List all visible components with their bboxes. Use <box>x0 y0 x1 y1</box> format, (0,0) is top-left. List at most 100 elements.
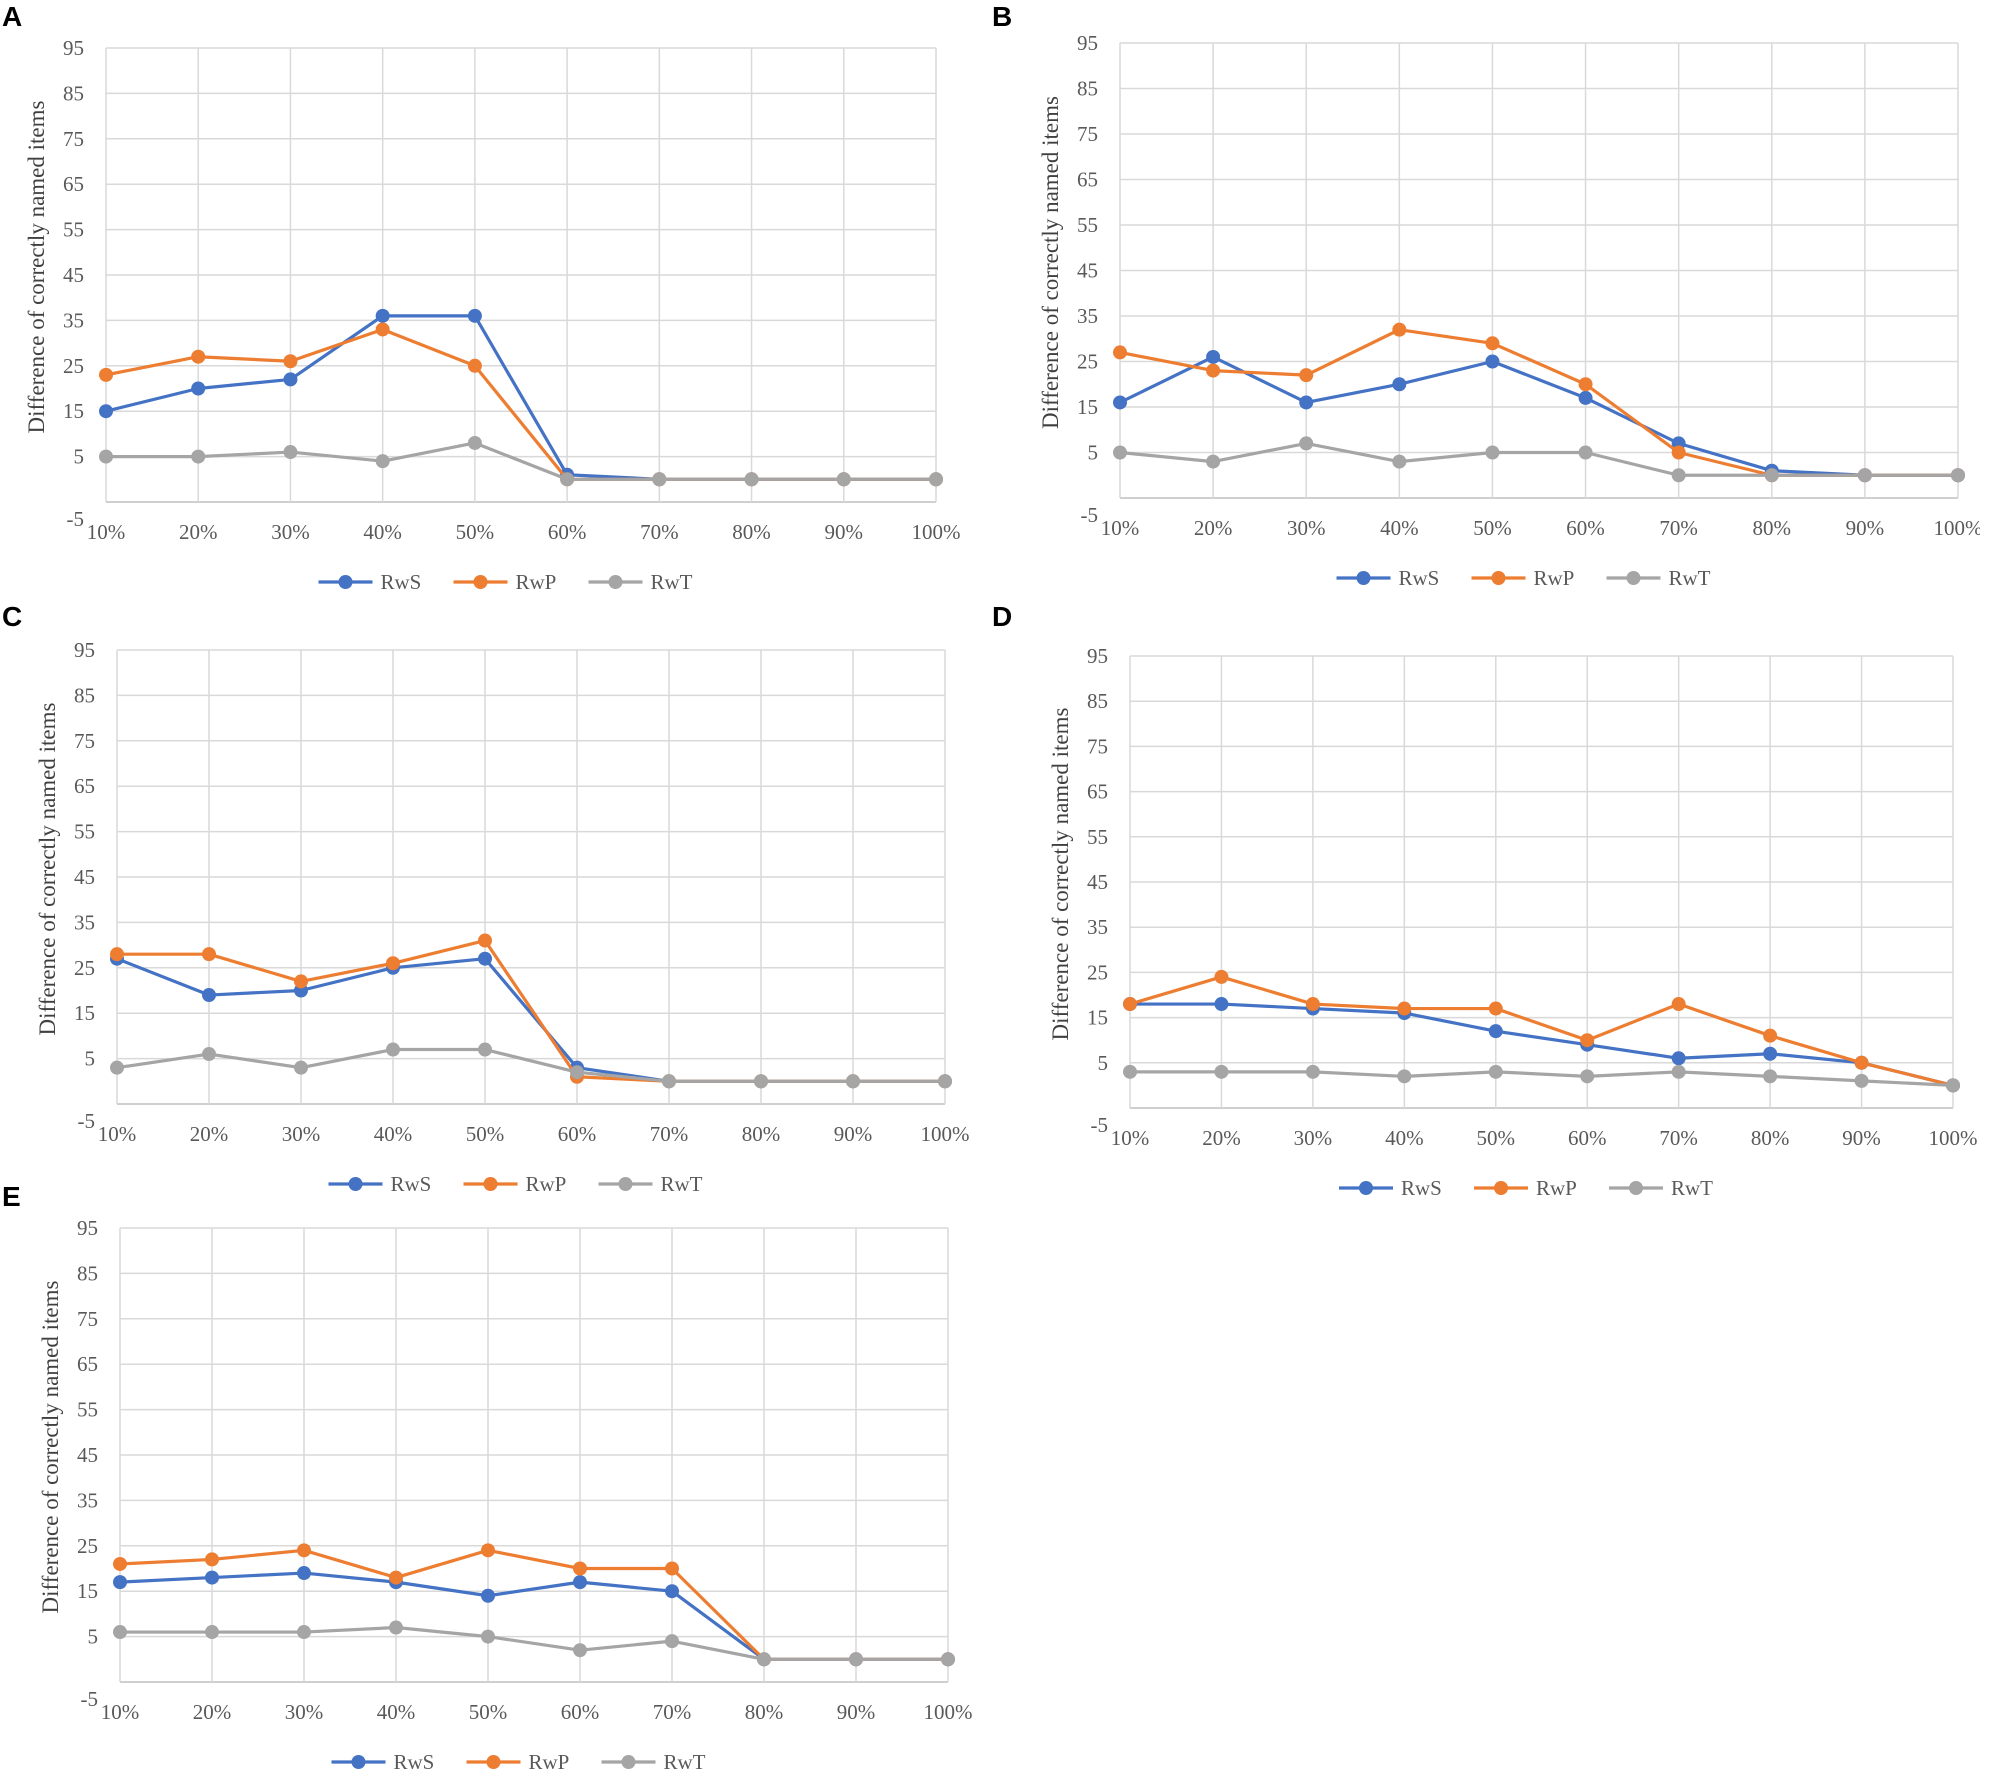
legend-label-rws: RwS <box>381 570 422 594</box>
y-tick-label: 45 <box>74 865 95 889</box>
x-tick-label: 10% <box>1111 1126 1150 1150</box>
x-tick-label: 40% <box>363 520 402 544</box>
data-point-rwt <box>1485 445 1500 460</box>
x-tick-label: 50% <box>1473 516 1512 540</box>
y-tick-label: 75 <box>1087 734 1108 758</box>
y-tick-label: 25 <box>74 956 95 980</box>
legend-marker-rws <box>351 1755 366 1769</box>
y-tick-label: 15 <box>63 399 84 423</box>
data-point-rwt <box>113 1625 127 1640</box>
series-line-rwt <box>106 441 936 481</box>
x-tick-label: 10% <box>87 520 126 544</box>
panel-letter: B <box>992 1 1012 32</box>
data-point-rwt <box>1392 454 1407 469</box>
x-tick-label: 70% <box>1659 516 1698 540</box>
data-point-rwt <box>481 1629 495 1644</box>
legend: RwS RwP RwT <box>328 1172 703 1196</box>
series-line-rwt <box>1130 1070 1954 1087</box>
data-point-rwp <box>1214 969 1229 984</box>
y-tick-label: 95 <box>77 1216 98 1240</box>
legend-label-rwt: RwT <box>1671 1176 1713 1200</box>
data-point-rwt <box>560 472 575 487</box>
y-tick-label: 5 <box>85 1047 96 1071</box>
data-point-rwp <box>1305 997 1320 1012</box>
x-tick-label: 90% <box>1846 516 1885 540</box>
x-tick-label: 10% <box>101 1700 140 1724</box>
x-tick-label: 30% <box>271 520 310 544</box>
y-tick-label: -5 <box>1081 503 1099 527</box>
data-point-rwp <box>1488 1001 1503 1016</box>
x-tick-label: 60% <box>558 1122 597 1146</box>
data-point-rwp <box>1671 997 1686 1012</box>
series-line-rwt <box>120 1625 948 1661</box>
y-tick-label: 55 <box>1087 825 1108 849</box>
legend: RwS RwP RwT <box>1336 566 1711 590</box>
y-tick-label: 75 <box>74 729 95 753</box>
legend-marker-rwp <box>486 1755 501 1769</box>
legend-marker-rwp <box>483 1177 498 1191</box>
y-tick-label: 55 <box>77 1398 98 1422</box>
x-tick-label: 100% <box>921 1122 970 1146</box>
legend-label-rwp: RwP <box>1536 1176 1577 1200</box>
legend-label-rws: RwS <box>391 1172 432 1196</box>
y-tick-label: 75 <box>1077 122 1098 146</box>
data-point-rwt <box>652 472 667 487</box>
y-tick-label: 85 <box>77 1261 98 1285</box>
y-tick-label: 65 <box>63 172 84 196</box>
x-tick-label: 50% <box>456 520 495 544</box>
data-point-rwt <box>1397 1069 1412 1084</box>
x-tick-label: 90% <box>1842 1126 1881 1150</box>
y-tick-label: 95 <box>74 638 95 662</box>
data-point-rwp <box>1763 1028 1778 1043</box>
data-point-rwt <box>929 472 943 487</box>
legend-marker-rws <box>1356 571 1371 585</box>
data-point-rws <box>1214 997 1229 1012</box>
x-tick-label: 80% <box>1751 1126 1790 1150</box>
series-line-rws <box>1130 1002 1954 1087</box>
data-point-rwt <box>1305 1064 1320 1079</box>
x-tick-label: 100% <box>1929 1126 1978 1150</box>
data-point-rwp <box>1485 336 1500 351</box>
y-tick-label: 65 <box>74 774 95 798</box>
chart-panel-b: B -5 5 15 25 35 45 55 65 75 85 95 10% 20% 30% 40% 50% 60%… <box>992 1 1980 590</box>
legend-label-rwt: RwT <box>661 1172 703 1196</box>
data-point-rwp <box>1397 1001 1412 1016</box>
data-point-rwp <box>1206 363 1221 378</box>
data-point-rws <box>1485 354 1500 369</box>
y-tick-label: 75 <box>63 127 84 151</box>
data-point-rwt <box>1214 1064 1229 1079</box>
data-point-rwp <box>478 933 492 948</box>
y-tick-label: 95 <box>63 36 84 60</box>
data-point-rwt <box>744 472 759 487</box>
data-point-rwt <box>1946 1078 1960 1093</box>
data-point-rwt <box>1299 436 1314 451</box>
legend: RwS RwP RwT <box>331 1750 706 1774</box>
legend-marker-rwp <box>1494 1181 1508 1195</box>
data-point-rwt <box>757 1652 771 1667</box>
y-tick-label: 25 <box>1087 960 1108 984</box>
x-tick-label: 30% <box>1294 1126 1333 1150</box>
y-tick-label: 45 <box>1087 870 1108 894</box>
data-point-rwt <box>1123 1064 1137 1079</box>
data-point-rwp <box>1578 377 1593 392</box>
y-tick-label: 45 <box>63 263 84 287</box>
data-point-rwt <box>110 1060 124 1075</box>
y-axis-title: Difference of correctly named items <box>1038 96 1063 429</box>
panel-letter: E <box>2 1181 21 1212</box>
data-point-rwp <box>665 1561 679 1576</box>
x-tick-label: 90% <box>837 1700 876 1724</box>
legend-marker-rwt <box>1626 571 1641 585</box>
legend-marker-rwp <box>473 575 488 589</box>
y-axis-title: Difference of correctly named items <box>1048 707 1073 1040</box>
y-tick-label: 35 <box>74 910 95 934</box>
y-tick-label: 35 <box>1077 304 1098 328</box>
data-point-rwt <box>849 1652 863 1667</box>
data-point-rws <box>1763 1046 1778 1061</box>
y-tick-label: 65 <box>77 1352 98 1376</box>
data-point-rwt <box>205 1625 219 1640</box>
data-point-rwt <box>1113 445 1127 460</box>
data-point-rwp <box>1392 322 1407 337</box>
data-point-rwp <box>110 947 124 962</box>
data-point-rwt <box>191 449 206 464</box>
chart-panel-a: A -5 5 15 25 35 45 55 65 75 85 95 10% 20% 30% 40% 50% 60%… <box>2 1 961 594</box>
